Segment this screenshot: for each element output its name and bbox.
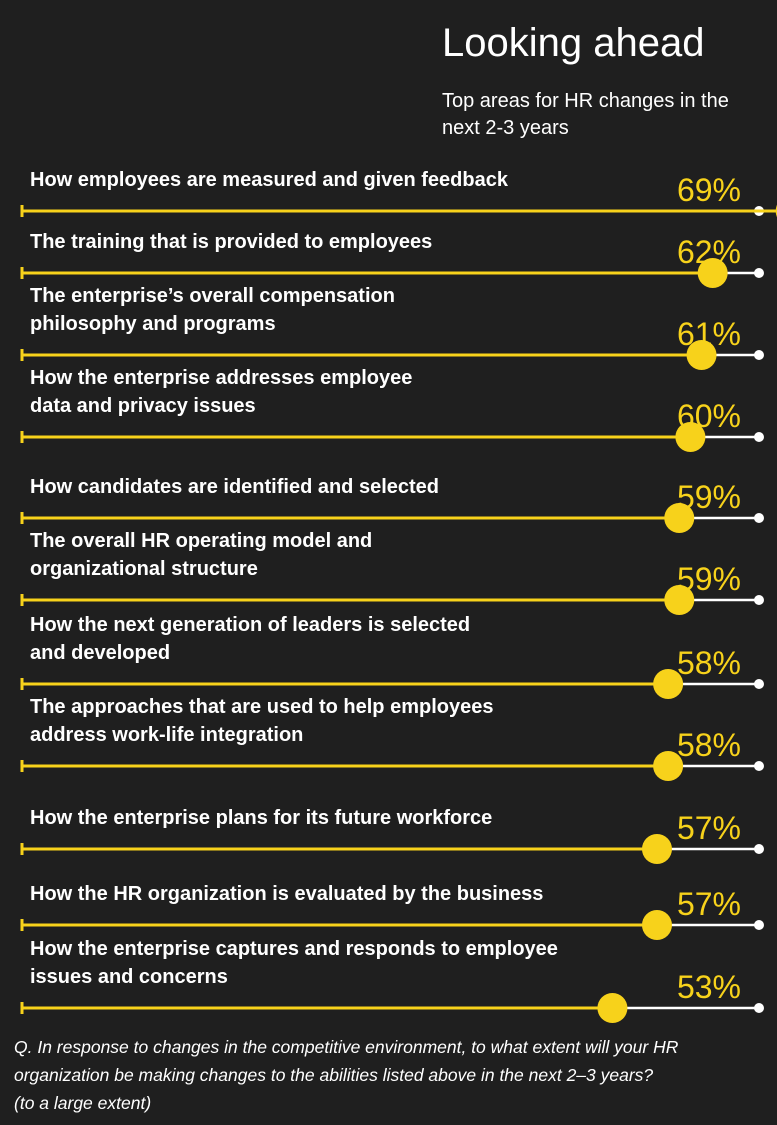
value-knob [641,910,672,940]
value-knob [686,340,717,370]
row-label: and developed [30,642,170,664]
value-knob [653,669,684,699]
row-label: organizational structure [30,558,258,580]
footnote-line-3: (to a large extent) [14,1093,152,1113]
row-label: data and privacy issues [30,395,256,417]
track-end-dot [754,844,764,854]
row-label: The training that is provided to employe… [30,231,432,253]
track-end-dot [754,761,764,771]
row-label: How candidates are identified and select… [30,476,439,498]
track-end-dot [754,350,764,360]
row-label: The overall HR operating model and [30,530,372,552]
value-knob [664,503,695,533]
value-label: 58% [677,727,741,763]
row-label: philosophy and programs [30,313,276,335]
track-end-dot [754,920,764,930]
track-end-dot [754,679,764,689]
value-label: 69% [677,172,741,208]
track-end-dot [754,268,764,278]
row-label: How the next generation of leaders is se… [30,614,470,636]
track-end-dot [754,595,764,605]
footnote-line-1: Q. In response to changes in the competi… [14,1037,679,1057]
chart-subtitle: Top areas for HR changes in the next 2-3… [442,90,729,139]
value-knob [664,585,695,615]
row-label: How the enterprise plans for its future … [30,807,492,829]
value-label: 57% [677,886,741,922]
row-label: address work-life integration [30,724,303,746]
value-knob [641,834,672,864]
value-label: 58% [677,645,741,681]
row-label: How the enterprise captures and responds… [30,938,558,960]
track-end-dot [754,1003,764,1013]
survey-question-footnote: Q. In response to changes in the competi… [14,1033,764,1117]
row-label: The enterprise’s overall compensation [30,285,395,307]
row-label: How employees are measured and given fee… [30,169,509,191]
row-label: The approaches that are used to help emp… [30,696,493,718]
value-label: 57% [677,810,741,846]
chart-svg: How employees are measured and given fee… [20,169,777,1023]
value-knob [697,258,728,288]
track-end-dot [754,432,764,442]
track-end-dot [754,513,764,523]
footnote-line-2: organization be making changes to the ab… [14,1065,654,1085]
row-label: How the enterprise addresses employee [30,367,412,389]
value-label: 53% [677,969,741,1005]
row-label: issues and concerns [30,966,228,988]
chart-title: Looking ahead [442,21,705,65]
row-label: How the HR organization is evaluated by … [30,883,543,905]
value-knob [675,422,706,452]
value-knob [653,751,684,781]
value-knob [597,993,628,1023]
